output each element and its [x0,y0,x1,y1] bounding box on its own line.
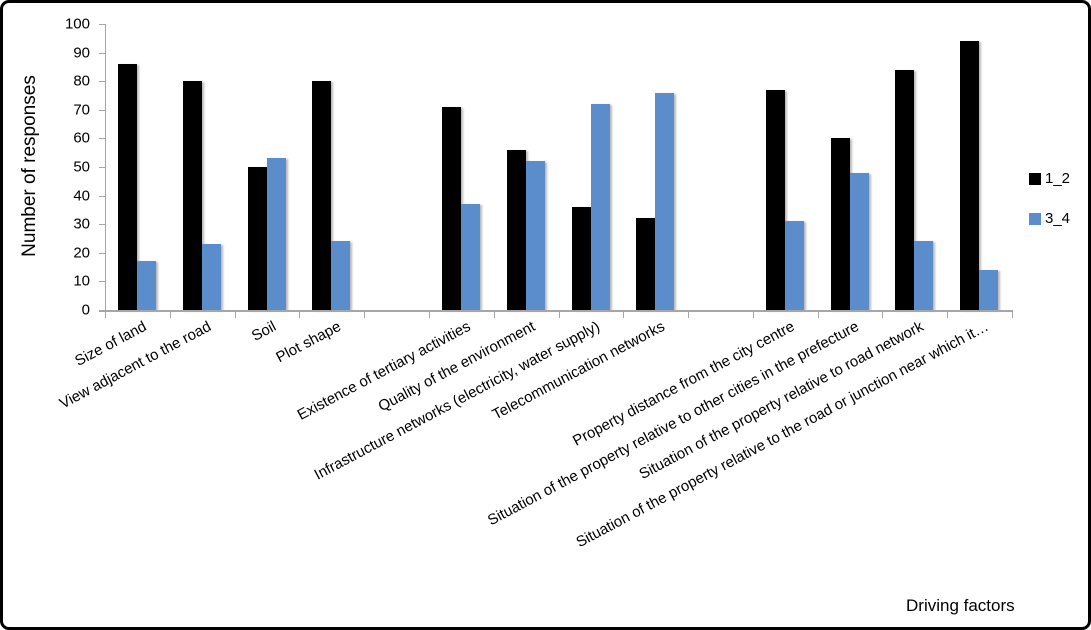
bar-1_2-cat6 [506,149,526,310]
bar-1_2-cat10 [830,138,850,310]
bar-3_4-cat11 [914,241,934,310]
x-tick-mark [947,312,949,318]
y-tick-label-50: 50 [73,158,90,176]
x-tick-mark [299,312,301,318]
x-tick-mark [752,312,754,318]
x-tick-mark [105,312,106,318]
x-axis-title: Driving factors [906,596,1015,615]
x-category-label-4: Plot shape [273,318,344,367]
x-category-label-7: Infrastructure networks (electricity, wa… [311,318,603,484]
y-tick-label-80: 80 [73,72,90,90]
plot-area [105,24,1012,310]
x-tick-mark [882,312,884,318]
x-tick-mark [1012,312,1013,318]
x-tick-mark [688,312,690,318]
x-tick-mark [817,312,819,318]
y-tick-mark [99,109,105,111]
x-tick-mark [169,312,171,318]
y-tick-mark [99,281,105,283]
y-tick-label-90: 90 [73,44,90,62]
x-tick-mark [558,312,560,318]
legend-item-1-2: 1_2 [1029,171,1070,186]
y-tick-mark [99,138,105,140]
legend-swatch-3-4 [1029,212,1041,225]
bar-3_4-cat5 [460,204,480,310]
bar-3_4-cat2 [201,244,221,310]
y-tick-label-70: 70 [73,101,90,119]
bar-1_2-cat8 [636,218,656,310]
y-tick-mark [99,195,105,197]
y-tick-mark [99,81,105,83]
x-tick-mark [428,312,430,318]
y-tick-mark [99,52,105,54]
x-category-label-3: Soil [248,318,279,345]
bar-3_4-cat9 [784,221,804,310]
bar-1_2-cat2 [182,81,202,310]
y-tick-mark [99,224,105,226]
bar-3_4-cat7 [590,104,610,310]
y-tick-label-20: 20 [73,244,90,262]
y-tick-label-30: 30 [73,215,90,233]
legend-swatch-1-2 [1029,172,1041,185]
bar-1_2-cat9 [765,89,785,310]
x-tick-mark [623,312,625,318]
x-tick-mark [234,312,236,318]
bar-1_2-cat7 [571,207,591,310]
bar-3_4-cat6 [525,161,545,310]
bar-1_2-cat1 [118,64,137,310]
y-axis-line [105,24,106,311]
bar-3_4-cat3 [266,158,286,310]
legend-label-1-2: 1_2 [1045,170,1071,187]
bar-1_2-cat4 [312,81,332,310]
bar-1_2-cat11 [895,69,915,310]
bar-1_2-cat3 [247,167,267,310]
x-tick-mark [364,312,366,318]
y-tick-mark [99,167,105,168]
bar-3_4-cat12 [979,269,999,310]
bar-3_4-cat1 [137,261,156,310]
bar-3_4-cat10 [849,172,869,310]
legend: 1_2 3_4 [1029,171,1070,226]
y-tick-label-60: 60 [73,129,90,147]
y-axis-title: Number of responses [19,75,40,257]
y-tick-label-40: 40 [73,187,90,205]
y-tick-label-0: 0 [81,301,90,319]
x-tick-mark [493,312,495,318]
x-axis-line [99,310,1013,312]
x-category-label-11: Situation of the property relative to ro… [636,318,927,483]
y-tick-label-100: 100 [64,15,90,33]
legend-item-3-4: 3_4 [1029,211,1070,226]
y-tick-mark [99,24,105,25]
bar-3_4-cat4 [331,241,351,310]
bar-1_2-cat5 [441,106,461,310]
y-tick-mark [99,252,105,254]
legend-label-3-4: 3_4 [1045,210,1071,227]
bar-3_4-cat8 [655,92,675,310]
bar-1_2-cat12 [960,41,980,310]
y-tick-label-10: 10 [73,272,90,290]
